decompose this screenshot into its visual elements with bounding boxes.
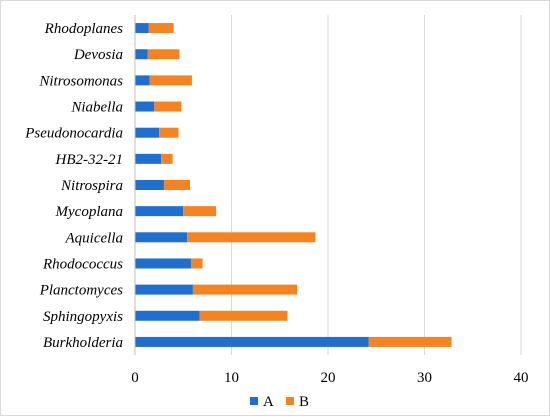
bar-A-Rhodoplanes	[135, 23, 149, 34]
legend-swatch-A	[250, 397, 258, 405]
category-label: Nitrosomonas	[38, 73, 123, 89]
x-tick-label: 0	[131, 370, 139, 386]
bar-B-Burkholderia	[368, 336, 452, 347]
x-tick-label: 40	[514, 370, 529, 386]
bar-A-Burkholderia	[135, 336, 369, 347]
category-label: Mycoplana	[55, 204, 123, 220]
bar-B-Rhodoplanes	[148, 23, 174, 34]
bar-A-Mycoplana	[135, 206, 184, 217]
category-label: Planctomyces	[39, 283, 123, 299]
bar-B-Pseudonocardia	[159, 127, 179, 138]
category-label: Rhodoplanes	[44, 21, 123, 37]
bar-A-Sphingopyxis	[135, 310, 200, 321]
bar-B-Planctomyces	[192, 284, 298, 295]
bar-A-Rhodococcus	[135, 258, 191, 269]
bar-A-Aquicella	[135, 232, 188, 243]
category-labels: Rhodoplanes Devosia Nitrosomonas Niabella Ps…	[24, 21, 123, 351]
bar-B-Nitrosomonas	[149, 75, 192, 86]
bar-A-Nitrospira	[135, 180, 164, 190]
category-label: HB2-32-21	[55, 152, 124, 168]
bar-B-Niabella	[154, 101, 182, 112]
bar-B-HB2-32-21	[161, 153, 173, 164]
bar-B-Sphingopyxis	[199, 310, 288, 321]
category-label: Rhodococcus	[42, 256, 123, 272]
x-tick-label: 10	[224, 370, 239, 386]
bar-B-Mycoplana	[183, 206, 217, 217]
bar-A-HB2-32-21	[135, 153, 162, 164]
legend-label-B: B	[299, 394, 309, 410]
category-label: Burkholderia	[43, 335, 123, 351]
category-label: Aquicella	[65, 230, 123, 246]
x-tick-label: 20	[321, 370, 336, 386]
category-label: Sphingopyxis	[43, 309, 123, 325]
category-label: Niabella	[70, 100, 123, 116]
bar-B-Aquicella	[187, 232, 316, 243]
category-label: Devosia	[73, 47, 123, 63]
category-label: Pseudonocardia	[24, 126, 123, 142]
bar-B-Devosia	[147, 49, 180, 60]
bar-B-Rhodococcus	[190, 258, 203, 269]
bar-A-Nitrosomonas	[135, 75, 150, 86]
tick-labels: 0 10 20 30 40	[131, 370, 528, 386]
bars	[135, 23, 452, 347]
legend-label-A: A	[263, 394, 274, 410]
gridlines	[231, 15, 522, 355]
category-label: Nitrospira	[60, 178, 123, 194]
bar-A-Niabella	[135, 101, 155, 112]
bar-A-Planctomyces	[135, 284, 193, 295]
legend-swatch-B	[286, 397, 294, 405]
bar-A-Pseudonocardia	[135, 127, 160, 138]
bar-A-Devosia	[135, 49, 148, 60]
x-tick-label: 30	[417, 370, 432, 386]
bar-B-Nitrospira	[163, 180, 191, 190]
